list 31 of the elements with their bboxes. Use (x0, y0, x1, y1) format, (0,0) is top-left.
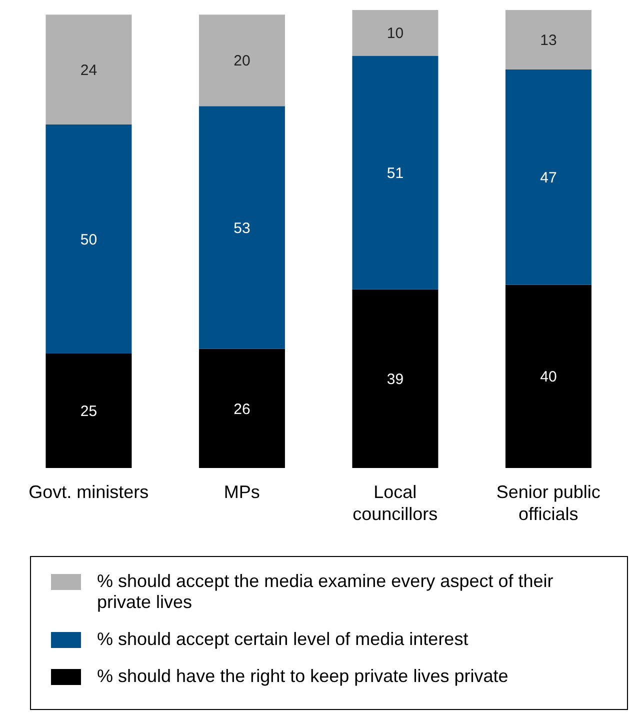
bar (198, 348, 285, 468)
data-label: 26 (234, 400, 250, 418)
bar (46, 354, 132, 468)
x-tick-label: Local councillors (352, 482, 438, 524)
bar (198, 106, 285, 349)
data-label: 10 (386, 25, 404, 42)
bar (352, 56, 438, 290)
data-label: 47 (540, 169, 557, 186)
x-tick-label: Govt. ministers (28, 482, 149, 502)
legend-label: % should have the right to keep private lives private (97, 666, 508, 687)
bar (46, 14, 132, 124)
bar (352, 10, 438, 56)
x-tick-label: Senior public officials (496, 482, 600, 524)
data-label: 51 (386, 164, 404, 182)
legend-label: % should accept the media examine every aspect of their private lives (97, 571, 554, 613)
data-label: 20 (234, 52, 250, 70)
legend-label: % should accept certain level of media interest (97, 629, 468, 650)
x-tick-label: MPs (224, 482, 260, 502)
bar (505, 284, 592, 468)
data-label: 40 (540, 368, 557, 386)
data-label: 39 (386, 371, 404, 388)
data-label: 50 (80, 231, 98, 248)
data-label: 53 (234, 220, 250, 237)
bar (198, 14, 285, 106)
data-label: 25 (80, 403, 98, 420)
data-label: 13 (540, 32, 557, 50)
bar (46, 124, 132, 354)
bar (505, 10, 592, 70)
data-label: 24 (80, 62, 98, 79)
bar (352, 289, 438, 468)
bar (505, 70, 592, 285)
